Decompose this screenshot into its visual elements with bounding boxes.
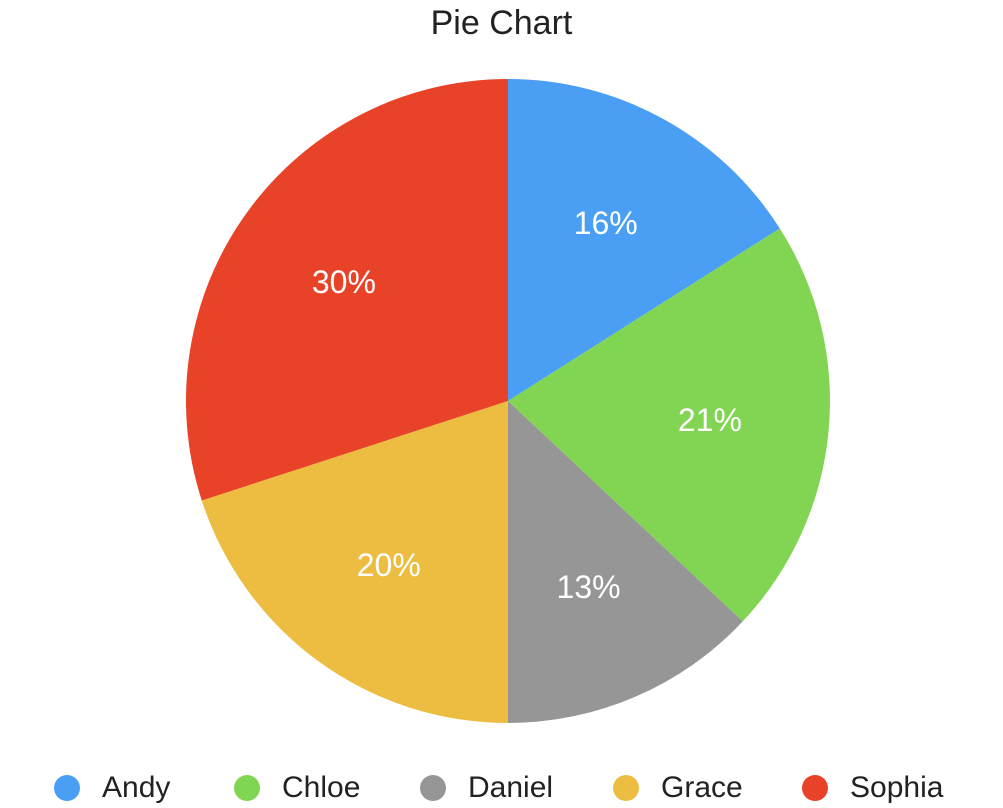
slice-label-andy: 16% — [574, 205, 638, 241]
slice-label-sophia: 30% — [312, 264, 376, 300]
legend-swatch-grace — [613, 775, 639, 801]
slice-label-daniel: 13% — [557, 569, 621, 605]
slice-label-grace: 20% — [357, 547, 421, 583]
pie-slice-chloe[interactable] — [508, 228, 830, 622]
pie-slice-andy[interactable] — [508, 79, 780, 401]
legend-item-sophia[interactable]: Sophia — [802, 768, 943, 808]
pie-slice-sophia[interactable] — [186, 79, 509, 501]
pie-slice-labels: 16% 21% 13% 20% 30% — [312, 205, 742, 605]
pie-slice-daniel[interactable] — [508, 401, 743, 723]
legend-swatch-andy — [54, 775, 80, 801]
legend-item-chloe[interactable]: Chloe — [234, 768, 360, 808]
legend-item-daniel[interactable]: Daniel — [420, 768, 553, 808]
legend-swatch-sophia — [802, 775, 828, 801]
slice-label-chloe: 21% — [678, 402, 742, 438]
chart-title: Pie Chart — [430, 4, 573, 42]
legend-label-chloe: Chloe — [282, 771, 361, 804]
legend-label-daniel: Daniel — [468, 771, 554, 804]
pie-slices — [186, 79, 830, 723]
legend-item-andy[interactable]: Andy — [54, 768, 170, 808]
legend: Andy Chloe Daniel Grace Sophia — [0, 768, 1003, 808]
legend-item-grace[interactable]: Grace — [613, 768, 743, 808]
legend-label-andy: Andy — [102, 771, 171, 804]
legend-label-sophia: Sophia — [850, 771, 944, 804]
legend-swatch-chloe — [234, 775, 260, 801]
pie-slice-grace[interactable] — [201, 401, 508, 723]
legend-label-grace: Grace — [661, 771, 743, 804]
legend-swatch-daniel — [420, 775, 446, 801]
